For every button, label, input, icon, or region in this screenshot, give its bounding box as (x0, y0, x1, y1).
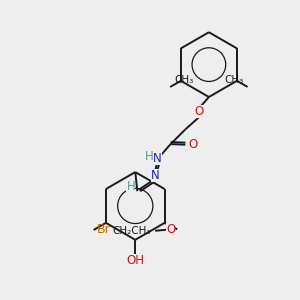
Text: H: H (127, 180, 135, 193)
Text: H: H (145, 150, 154, 163)
Text: CH₂CH₃: CH₂CH₃ (112, 226, 151, 236)
Text: N: N (151, 169, 159, 182)
Text: CH₃: CH₃ (224, 76, 244, 85)
Text: CH₃: CH₃ (174, 76, 193, 85)
Text: O: O (194, 105, 203, 118)
Text: O: O (166, 223, 175, 236)
Text: N: N (153, 152, 162, 165)
Text: Br: Br (97, 224, 110, 236)
Text: O: O (189, 138, 198, 151)
Text: OH: OH (126, 254, 144, 267)
